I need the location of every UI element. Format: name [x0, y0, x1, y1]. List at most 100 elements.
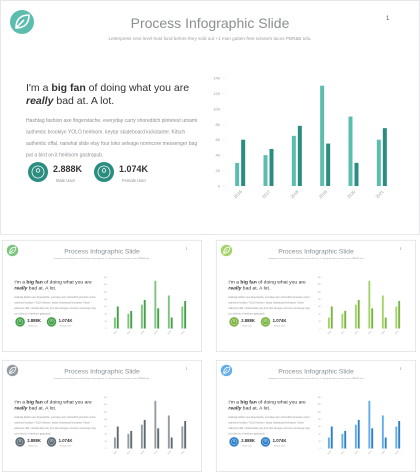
bar [382, 128, 387, 186]
bar [371, 308, 374, 329]
logo-leaf [9, 366, 17, 374]
bar [344, 430, 347, 449]
x-tick-label: 2021 [181, 331, 186, 336]
heading-part: big fan [26, 399, 42, 405]
y-tick-label: 40 [105, 314, 107, 316]
slide: 1 Process Infographic Slide Letterpress ne… [215, 239, 416, 352]
bar [127, 433, 130, 449]
stat-icon-head [264, 440, 267, 443]
stat-value: 2.888K [27, 318, 42, 323]
heading-part: big fan [51, 82, 85, 94]
bar [291, 135, 296, 186]
y-tick-label: 60 [105, 306, 107, 308]
bar [384, 437, 387, 449]
bar [384, 317, 387, 329]
bar [330, 306, 333, 329]
heading-part: big fan [240, 279, 256, 285]
bar [395, 426, 398, 449]
stat-value: 1.074K [119, 164, 149, 174]
stat-value: 2.888K [241, 438, 256, 443]
heading: really bad at. A lot. [228, 286, 270, 292]
x-tick-label: 2020 [167, 330, 172, 335]
heading-part: of doing what you are [257, 279, 306, 285]
slide-subtitle: Letterpress next level trust fund before… [108, 36, 311, 41]
x-tick-label: 2020 [346, 189, 357, 200]
heading: I'm a big fan of doing what you are [26, 82, 189, 94]
y-tick-label: 80 [105, 299, 107, 301]
bar [381, 295, 384, 329]
heading-part: I'm a [228, 279, 240, 285]
logo-leaf [223, 366, 231, 374]
x-tick-label: 2019 [154, 330, 159, 335]
bar [170, 317, 173, 329]
body-text: authentic offal, narwhal slide etsy four… [14, 307, 96, 310]
page-number: 1 [186, 247, 188, 251]
bar [348, 116, 353, 186]
bar [167, 415, 170, 449]
slide-title: Process Infographic Slide [64, 368, 140, 375]
page-number: 1 [400, 367, 402, 371]
y-tick-label: 140 [104, 277, 107, 279]
y-tick-label: 40 [319, 434, 321, 436]
slide-title: Process Infographic Slide [64, 248, 140, 255]
body-text: put a bird on it heirloom gastropub. [228, 312, 265, 315]
x-tick-label: 2016 [327, 450, 332, 455]
bar [140, 304, 143, 329]
bar [157, 428, 160, 449]
y-tick-label: 0 [106, 448, 107, 450]
x-tick-label: 2016 [113, 330, 118, 335]
y-tick-label: 120 [213, 91, 220, 96]
bar [341, 313, 344, 329]
heading-part: really [14, 286, 27, 292]
bar [354, 162, 359, 186]
logo-leaf [223, 246, 231, 254]
stat-icon-ring [31, 165, 45, 179]
bar [357, 419, 360, 449]
heading-part: of doing what you are [43, 279, 92, 285]
heading-part: I'm a [14, 399, 26, 405]
y-tick-label: 120 [318, 284, 321, 286]
y-tick-label: 120 [318, 404, 321, 406]
y-tick-label: 20 [105, 321, 107, 323]
y-tick-label: 0 [218, 184, 221, 189]
body-text: authentic brooklyn YOLO heirloom. keytar… [14, 302, 90, 305]
stat-icon-head [19, 440, 22, 443]
bar [154, 280, 157, 329]
slide: 1 Process Infographic Slide Letterpress ne… [0, 0, 420, 235]
bar [354, 304, 357, 329]
x-tick-label: 2021 [395, 331, 400, 336]
stat-value: 1.074K [59, 438, 74, 443]
y-tick-label: 100 [104, 412, 107, 414]
body-text: authentic offal, narwhal slide etsy four… [26, 141, 197, 147]
stat-icon-ring [262, 438, 269, 445]
slide-title: Process Infographic Slide [131, 15, 290, 31]
heading: really bad at. A lot. [14, 286, 56, 292]
heading-part: really [14, 406, 27, 412]
logo-leaf [9, 246, 17, 254]
bar [341, 433, 344, 449]
x-tick-label: 2016 [233, 189, 244, 200]
stat-label: Male User [56, 178, 76, 183]
x-tick-label: 2021 [374, 189, 385, 200]
stat-value: 1.074K [273, 438, 288, 443]
body-text: authentic brooklyn YOLO heirloom. keytar… [14, 422, 90, 425]
y-tick-label: 120 [104, 284, 107, 286]
y-tick-label: 140 [318, 397, 321, 399]
x-tick-label: 2017 [261, 189, 272, 200]
heading-part: of doing what you are [86, 82, 189, 94]
stat-label: Male User [243, 325, 252, 328]
y-tick-label: 40 [319, 314, 321, 316]
body-text: authentic brooklyn YOLO heirloom. keytar… [228, 422, 304, 425]
bar [330, 426, 333, 449]
bar [263, 155, 268, 186]
slide-subtitle: Letterpress next level trust fund before… [54, 377, 150, 380]
bar [113, 317, 116, 329]
stat-label: Male User [243, 445, 252, 448]
stat-icon-head [264, 320, 267, 323]
bar [368, 280, 371, 329]
stat-icon-ring [262, 318, 269, 325]
y-tick-label: 140 [104, 397, 107, 399]
bar [354, 424, 357, 449]
